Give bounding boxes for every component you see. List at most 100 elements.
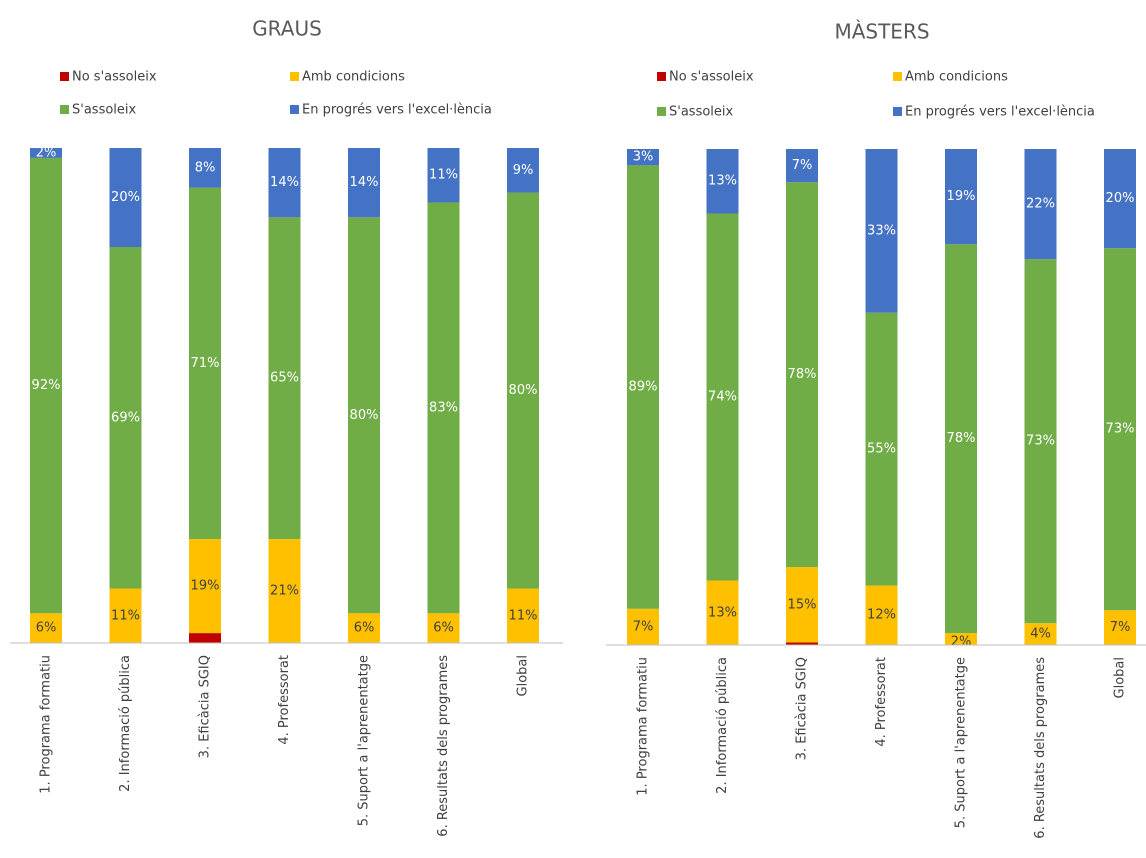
- legend-label: No s'assoleix: [72, 70, 157, 85]
- data-label: 55%: [867, 442, 896, 457]
- data-label: 20%: [111, 190, 140, 205]
- data-label: 14%: [350, 175, 379, 190]
- data-label: 4%: [1030, 627, 1051, 642]
- data-label: 20%: [1106, 191, 1135, 206]
- bar-segment: [627, 165, 659, 609]
- bar-segment: [627, 608, 659, 645]
- data-label: 33%: [867, 223, 896, 238]
- legend-label: Amb condicions: [905, 70, 1008, 85]
- data-label: 74%: [708, 390, 737, 405]
- data-label: 8%: [195, 160, 216, 175]
- x-tick-label: 4. Professorat: [874, 657, 889, 747]
- bar-segment: [427, 148, 460, 203]
- x-tick-label: Global: [516, 655, 531, 696]
- bar-segment: [1104, 610, 1136, 645]
- data-label: 11%: [509, 608, 538, 623]
- data-label: 69%: [111, 410, 140, 425]
- bar-segment: [786, 149, 818, 183]
- data-label: 9%: [513, 163, 534, 178]
- data-label: 6%: [36, 621, 57, 636]
- legend-label: S'assoleix: [669, 105, 734, 120]
- bar-segment: [865, 585, 898, 645]
- legend-swatch: [290, 72, 299, 81]
- x-tick-label: 4. Professorat: [277, 655, 292, 745]
- data-label: 11%: [111, 608, 140, 623]
- bar-segment: [427, 613, 460, 643]
- bar-segment: [706, 213, 739, 581]
- bar-segment: [30, 148, 62, 158]
- chart-title: GRAUS: [252, 17, 322, 41]
- data-label: 73%: [1026, 434, 1055, 449]
- x-tick-label: Global: [1113, 657, 1128, 698]
- data-label: 80%: [509, 383, 538, 398]
- bar-segment: [30, 157, 62, 614]
- x-tick-label: 1. Programa formatiu: [636, 657, 651, 796]
- data-label: 2%: [36, 145, 57, 160]
- legend-swatch: [657, 72, 666, 81]
- bar-segment: [786, 567, 818, 643]
- legend-swatch: [60, 72, 69, 81]
- data-label: 14%: [270, 175, 299, 190]
- bar-segment: [348, 217, 380, 614]
- legend-label: S'assoleix: [72, 103, 137, 118]
- data-label: 7%: [1110, 620, 1131, 635]
- data-label: 13%: [708, 174, 737, 189]
- bar-segment: [507, 148, 539, 193]
- bar-segment: [945, 244, 977, 634]
- data-label: 7%: [792, 158, 813, 173]
- data-label: 22%: [1026, 197, 1055, 212]
- data-label: 78%: [788, 367, 817, 382]
- bar-segment: [945, 633, 977, 645]
- legend-label: Amb condicions: [302, 70, 405, 85]
- x-tick-label: 1. Programa formatiu: [39, 655, 54, 794]
- legend-swatch: [290, 105, 299, 114]
- x-tick-label: 2. Informació pública: [715, 657, 730, 794]
- bar-segment: [348, 613, 380, 643]
- bar-segment: [268, 217, 301, 540]
- data-label: 15%: [788, 597, 817, 612]
- data-label: 6%: [354, 621, 375, 636]
- bar-segment: [507, 192, 539, 589]
- data-label: 12%: [867, 608, 896, 623]
- bar-segment: [507, 588, 539, 643]
- data-label: 71%: [191, 356, 220, 371]
- bar-segment: [706, 580, 739, 645]
- x-tick-label: 2. Informació pública: [118, 655, 133, 792]
- bar-segment: [268, 148, 301, 218]
- data-label: 73%: [1106, 422, 1135, 437]
- x-tick-label: 5. Suport a l'aprenentatge: [954, 657, 969, 828]
- legend-label: En progrés vers l'excel·lència: [905, 105, 1095, 120]
- bar-segment: [1024, 259, 1057, 624]
- bar-segment: [189, 148, 221, 188]
- bar-segment: [348, 148, 380, 218]
- bar-segment: [627, 149, 659, 166]
- x-tick-label: 6. Resultats dels programes: [1033, 657, 1048, 839]
- data-label: 2%: [951, 635, 972, 650]
- x-tick-label: 3. Eficàcia SGIQ: [795, 657, 810, 760]
- data-label: 6%: [433, 621, 454, 636]
- bar-segment: [189, 633, 221, 643]
- bar-segment: [786, 642, 818, 645]
- legend-swatch: [657, 107, 666, 116]
- legend-label: En progrés vers l'excel·lència: [302, 103, 492, 118]
- x-tick-label: 3. Eficàcia SGIQ: [198, 655, 213, 758]
- data-label: 3%: [633, 150, 654, 165]
- x-tick-label: 5. Suport a l'aprenentatge: [357, 655, 372, 826]
- legend-swatch: [893, 72, 902, 81]
- data-label: 11%: [429, 168, 458, 183]
- bar-segment: [268, 539, 301, 643]
- bar-segment: [189, 539, 221, 634]
- bar-segment: [945, 149, 977, 245]
- chart-title: MÀSTERS: [834, 20, 929, 44]
- data-label: 21%: [270, 584, 299, 599]
- bar-segment: [189, 187, 221, 540]
- data-label: 80%: [350, 408, 379, 423]
- bar-segment: [427, 202, 460, 614]
- x-tick-label: 6. Resultats dels programes: [436, 655, 451, 837]
- bar-segment: [1104, 248, 1136, 611]
- data-label: 92%: [32, 378, 61, 393]
- data-label: 83%: [429, 400, 458, 415]
- data-label: 19%: [191, 579, 220, 594]
- legend-swatch: [893, 107, 902, 116]
